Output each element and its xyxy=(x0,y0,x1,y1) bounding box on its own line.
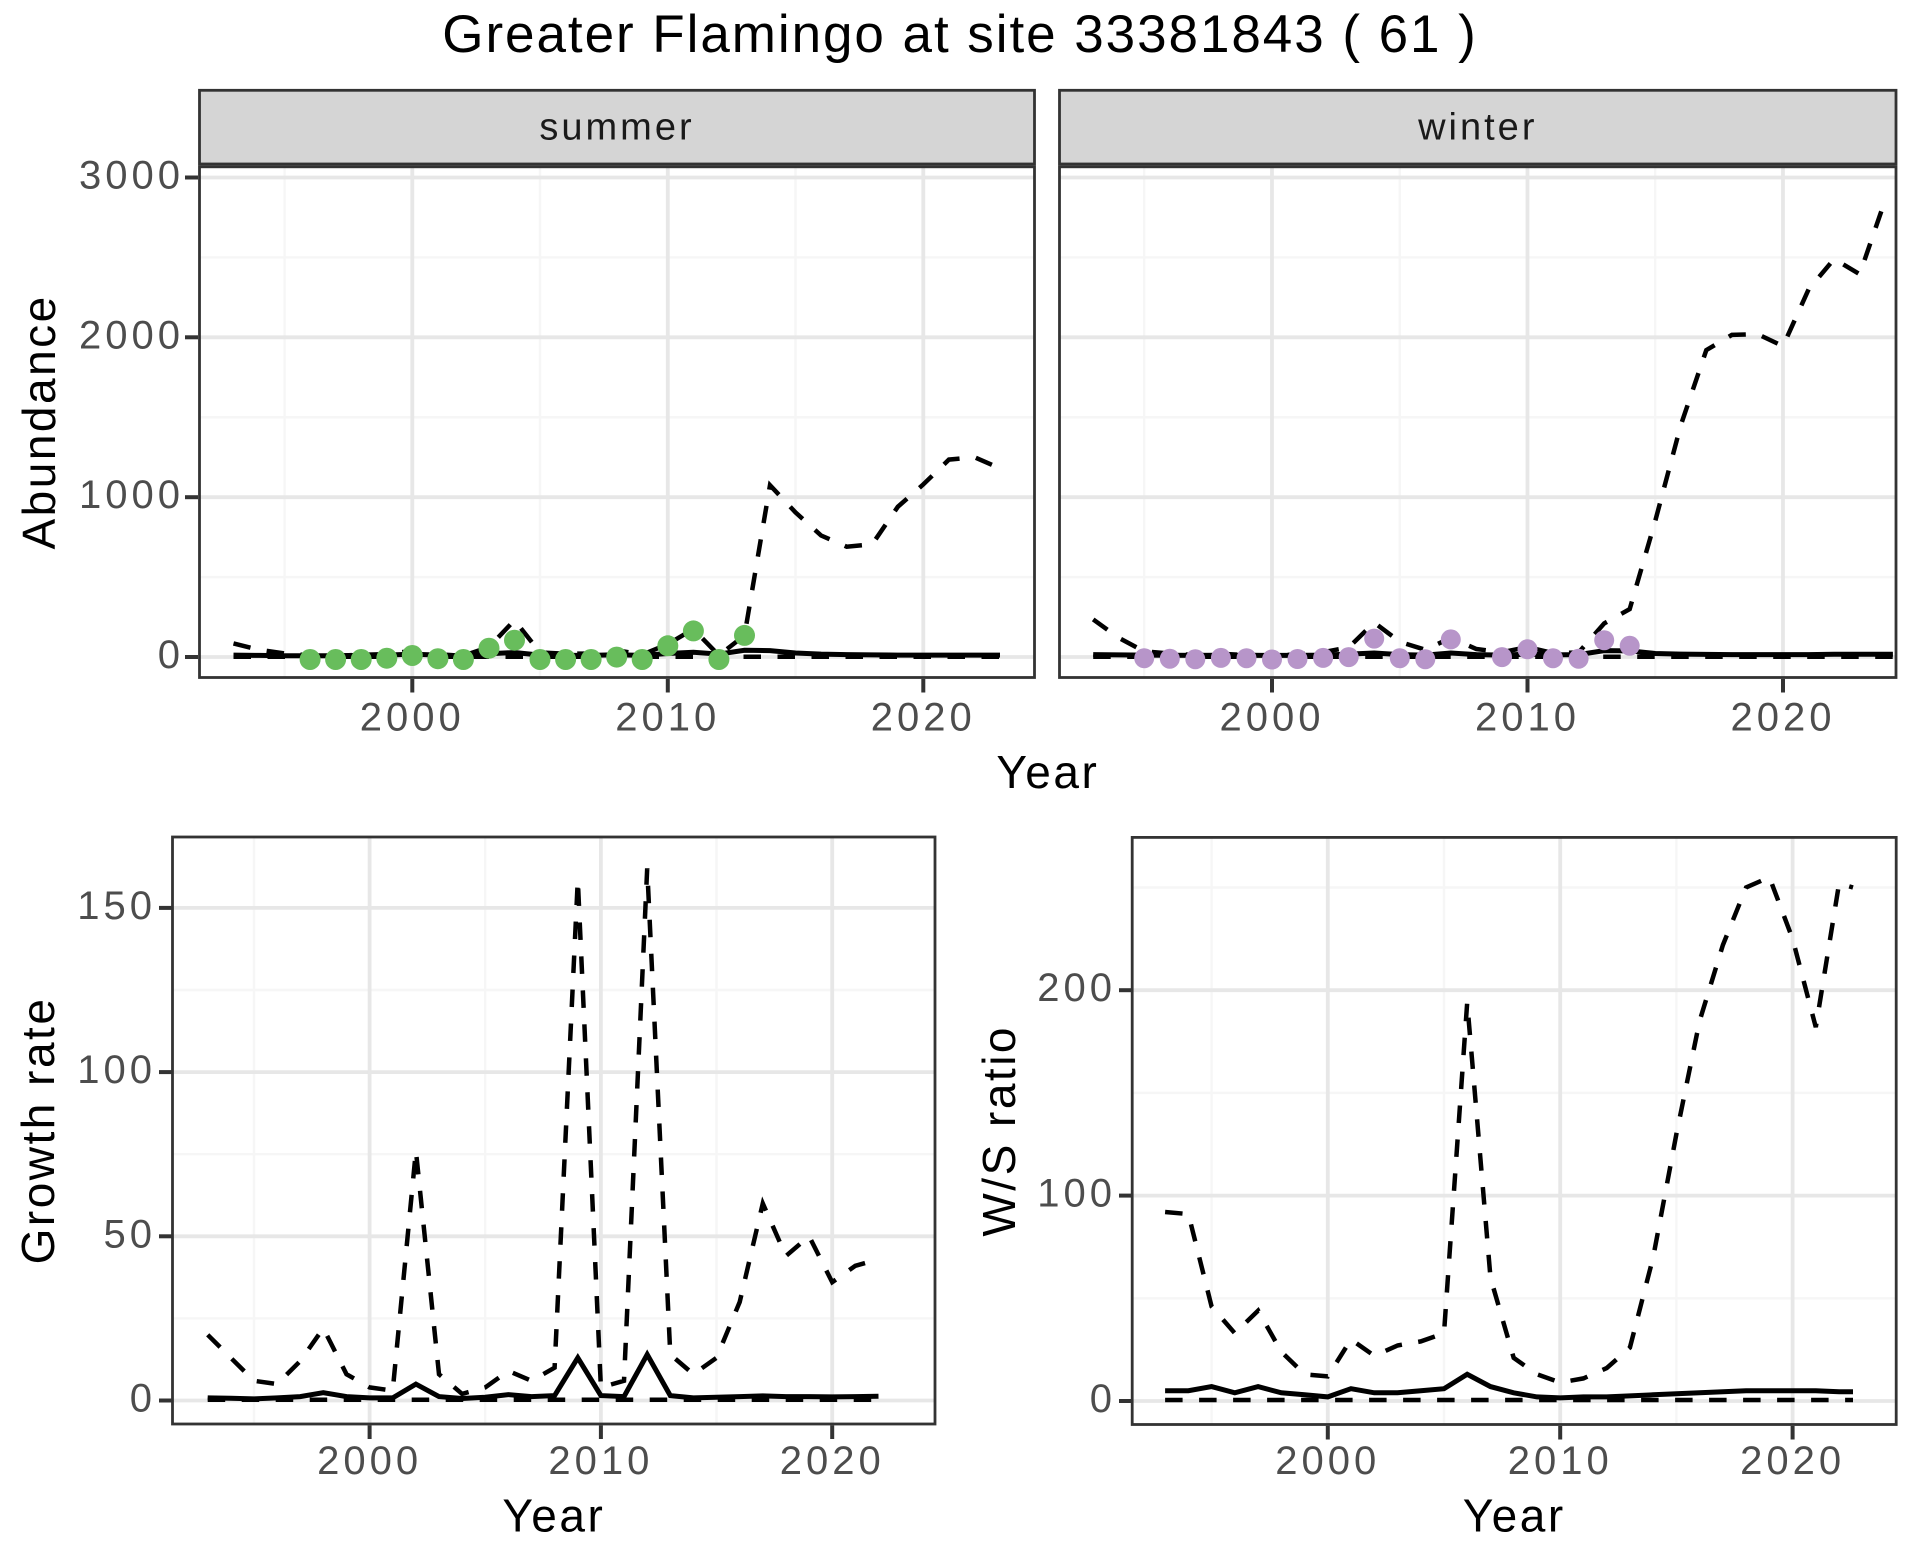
svg-text:2010: 2010 xyxy=(548,1439,653,1483)
svg-text:0: 0 xyxy=(1090,1377,1116,1421)
svg-text:Year: Year xyxy=(996,746,1099,798)
svg-text:Abundance: Abundance xyxy=(13,294,65,549)
svg-text:0: 0 xyxy=(158,633,184,677)
svg-text:2020: 2020 xyxy=(1731,696,1836,740)
svg-text:0: 0 xyxy=(130,1377,156,1421)
svg-text:winter: winter xyxy=(1417,107,1537,149)
svg-text:2010: 2010 xyxy=(1508,1439,1613,1483)
svg-text:Year: Year xyxy=(1463,1490,1566,1542)
svg-text:2020: 2020 xyxy=(1740,1439,1845,1483)
svg-text:Greater Flamingo at site 33381: Greater Flamingo at site 33381843 ( 61 ) xyxy=(442,5,1477,64)
svg-text:2010: 2010 xyxy=(1475,696,1580,740)
svg-text:Year: Year xyxy=(502,1490,605,1542)
svg-text:Growth rate: Growth rate xyxy=(12,997,64,1265)
svg-text:W/S ratio: W/S ratio xyxy=(973,1025,1025,1237)
svg-text:2010: 2010 xyxy=(615,696,720,740)
svg-text:2000: 2000 xyxy=(360,696,465,740)
svg-text:100: 100 xyxy=(1037,1172,1116,1216)
svg-text:2000: 2000 xyxy=(317,1439,422,1483)
svg-text:2020: 2020 xyxy=(871,696,976,740)
svg-text:2020: 2020 xyxy=(780,1439,885,1483)
svg-text:2000: 2000 xyxy=(79,313,184,357)
svg-text:100: 100 xyxy=(77,1048,156,1092)
svg-text:3000: 3000 xyxy=(79,154,184,198)
svg-text:2000: 2000 xyxy=(1220,696,1325,740)
svg-text:summer: summer xyxy=(539,107,694,149)
svg-text:2000: 2000 xyxy=(1275,1439,1380,1483)
svg-text:200: 200 xyxy=(1037,966,1116,1010)
svg-text:50: 50 xyxy=(104,1212,157,1256)
svg-text:150: 150 xyxy=(77,884,156,928)
svg-text:1000: 1000 xyxy=(79,473,184,517)
